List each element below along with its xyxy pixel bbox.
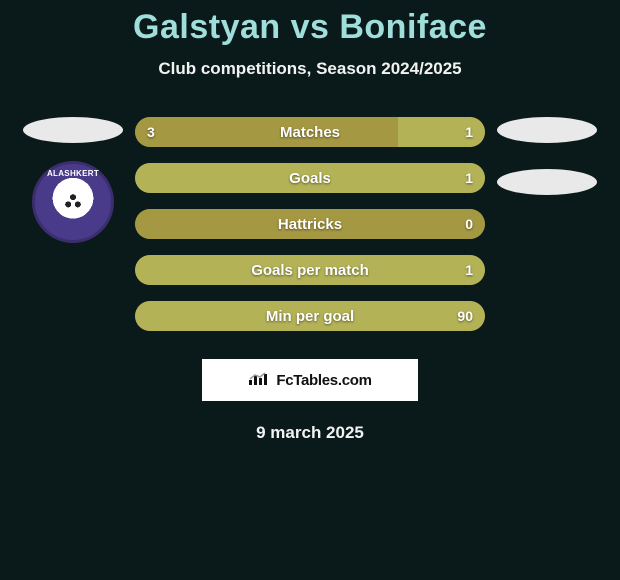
bar-right-value: 1	[465, 163, 473, 193]
badge-text: ALASHKERT	[35, 169, 111, 178]
left-team-badge-wrapper: ALASHKERT	[32, 161, 114, 243]
bar-row: Matches3 1	[135, 117, 485, 147]
right-side-col	[497, 117, 597, 331]
footer-text: FcTables.com	[276, 372, 371, 389]
left-team-placeholder	[23, 117, 123, 143]
left-side-col: ALASHKERT	[23, 117, 123, 331]
bar-label: Matches	[135, 117, 485, 147]
bar-label: Goals	[135, 163, 485, 193]
badge-ball-icon	[57, 186, 89, 218]
bar-row: Goals1	[135, 163, 485, 193]
bar-label: Goals per match	[135, 255, 485, 285]
left-team-badge: ALASHKERT	[32, 161, 114, 243]
bar-right-value: 1	[465, 117, 473, 147]
bar-left-value: 3	[147, 117, 155, 147]
bar-right-value: 90	[457, 301, 473, 331]
right-team-placeholder-1	[497, 117, 597, 143]
bar-label: Hattricks	[135, 209, 485, 239]
bar-row: Min per goal90	[135, 301, 485, 331]
bars-column: Matches31Goals1Hattricks0Goals per match…	[135, 117, 485, 331]
date: 9 march 2025	[0, 423, 620, 443]
bar-right-value: 0	[465, 209, 473, 239]
subtitle: Club competitions, Season 2024/2025	[0, 59, 620, 79]
bar-row: Goals per match1	[135, 255, 485, 285]
fctables-chart-icon	[248, 370, 268, 391]
footer-attribution: FcTables.com	[202, 359, 418, 401]
comparison-area: ALASHKERT Matches31Goals1Hattricks0Goals…	[0, 117, 620, 331]
bar-row: Hattricks0	[135, 209, 485, 239]
right-team-placeholder-2	[497, 169, 597, 195]
bar-right-value: 1	[465, 255, 473, 285]
bar-label: Min per goal	[135, 301, 485, 331]
page-title: Galstyan vs Boniface	[0, 0, 620, 47]
